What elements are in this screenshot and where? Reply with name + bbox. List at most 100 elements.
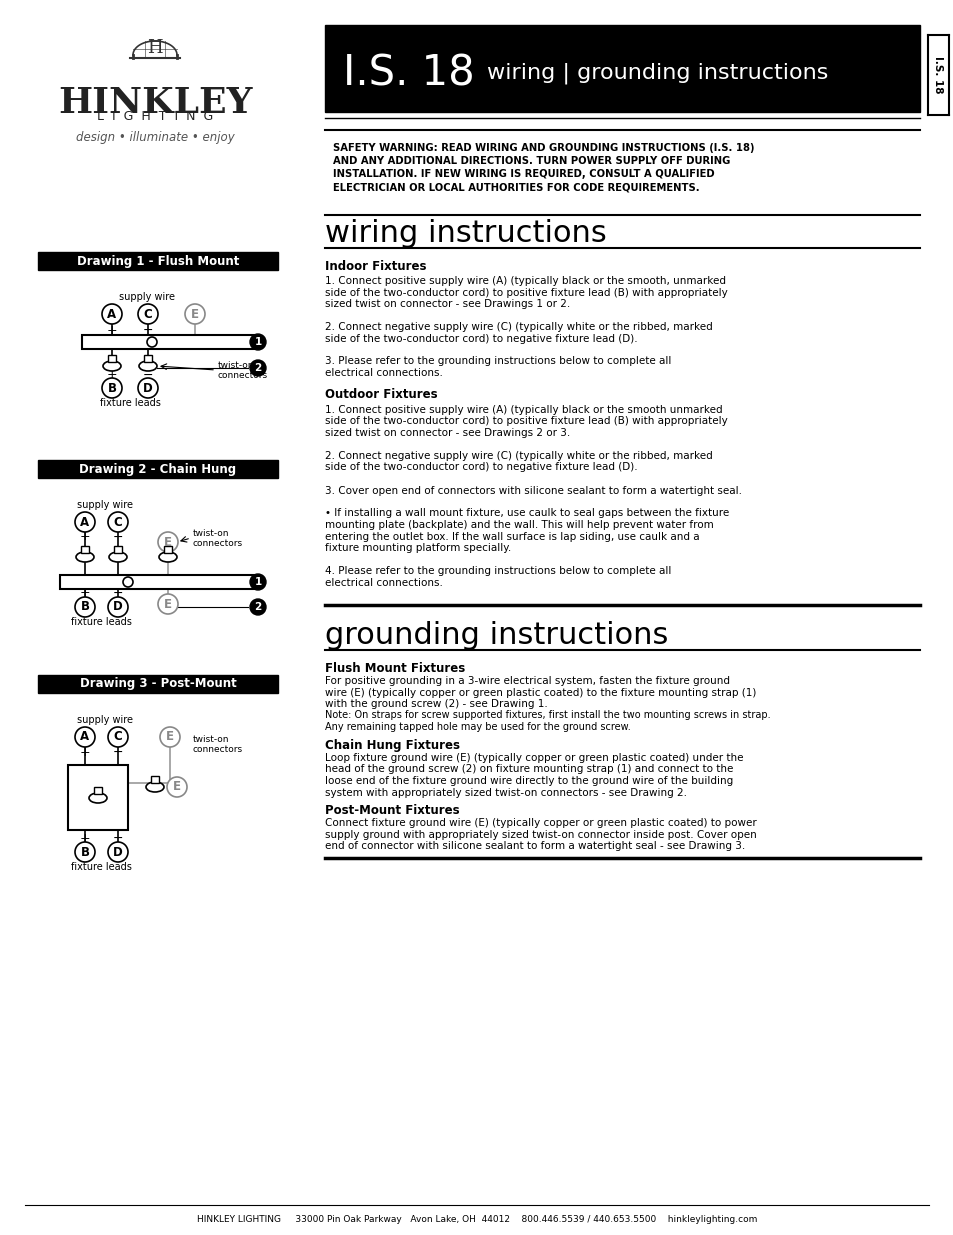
Circle shape [250,333,266,350]
Text: side of the two-conductor cord) to negative fixture lead (D).: side of the two-conductor cord) to negat… [325,462,637,473]
Circle shape [108,513,128,532]
Text: C: C [144,308,152,321]
Text: Loop fixture ground wire (E) (typically copper or green plastic coated) under th: Loop fixture ground wire (E) (typically … [325,753,742,763]
Text: D: D [113,600,123,614]
Text: loose end of the fixture ground wire directly to the ground wire of the building: loose end of the fixture ground wire dir… [325,776,733,785]
Text: with the ground screw (2) - see Drawing 1.: with the ground screw (2) - see Drawing … [325,699,547,709]
Text: Chain Hung Fixtures: Chain Hung Fixtures [325,739,459,752]
Text: B: B [108,382,116,394]
Circle shape [250,359,266,375]
Bar [108,354,116,362]
Ellipse shape [139,361,157,370]
Text: wire (E) (typically copper or green plastic coated) to the fixture mounting stra: wire (E) (typically copper or green plas… [325,688,756,698]
Text: side of the two-conductor cord) to positive fixture lead (B) with appropriately: side of the two-conductor cord) to posit… [325,288,727,298]
Bar [94,787,102,794]
Text: −: − [112,831,123,845]
Circle shape [108,842,128,862]
Bar [82,335,253,350]
Circle shape [167,777,187,797]
Text: I.S. 18: I.S. 18 [932,57,942,94]
Text: 1: 1 [254,577,261,587]
Ellipse shape [89,793,107,803]
Text: C: C [113,730,122,743]
Circle shape [108,727,128,747]
Text: system with appropriately sized twist-on connectors - see Drawing 2.: system with appropriately sized twist-on… [325,788,686,798]
Text: B: B [80,600,90,614]
Text: D: D [113,846,123,858]
Text: −: − [143,324,153,336]
Text: −: − [143,368,153,382]
Text: electrical connections.: electrical connections. [325,368,442,378]
Text: 1. Connect positive supply wire (A) (typically black or the smooth, unmarked: 1. Connect positive supply wire (A) (typ… [325,275,725,287]
Text: 3. Please refer to the grounding instructions below to complete all: 3. Please refer to the grounding instruc… [325,357,671,367]
Text: connectors: connectors [193,540,243,548]
Text: D: D [143,382,152,394]
Bar [144,354,152,362]
Text: mounting plate (backplate) and the wall. This will help prevent water from: mounting plate (backplate) and the wall.… [325,520,713,530]
Circle shape [158,594,178,614]
Text: For positive grounding in a 3-wire electrical system, fasten the fixture ground: For positive grounding in a 3-wire elect… [325,676,729,685]
Text: grounding instructions: grounding instructions [325,621,668,651]
Circle shape [108,597,128,618]
Text: side of the two-conductor cord) to positive fixture lead (B) with appropriately: side of the two-conductor cord) to posit… [325,416,727,426]
Text: fixture leads: fixture leads [99,398,160,408]
Text: Note: On straps for screw supported fixtures, first install the two mounting scr: Note: On straps for screw supported fixt… [325,710,770,720]
Circle shape [250,574,266,590]
Text: twist-on: twist-on [193,736,230,745]
Text: Post-Mount Fixtures: Post-Mount Fixtures [325,804,459,816]
Ellipse shape [146,782,164,792]
Text: supply wire: supply wire [77,715,132,725]
Text: E: E [164,536,172,548]
Text: wiring instructions: wiring instructions [325,220,606,248]
Text: ELECTRICIAN OR LOCAL AUTHORITIES FOR CODE REQUIREMENTS.: ELECTRICIAN OR LOCAL AUTHORITIES FOR COD… [333,182,699,191]
Text: Outdoor Fixtures: Outdoor Fixtures [325,389,437,401]
Text: sized twist on connector - see Drawings 2 or 3.: sized twist on connector - see Drawings … [325,429,570,438]
Text: AND ANY ADDITIONAL DIRECTIONS. TURN POWER SUPPLY OFF DURING: AND ANY ADDITIONAL DIRECTIONS. TURN POWE… [333,156,730,165]
Circle shape [138,378,158,398]
Text: C: C [113,515,122,529]
Text: HINKLEY: HINKLEY [58,86,252,120]
Text: I.S. 18: I.S. 18 [343,52,475,94]
Circle shape [250,599,266,615]
Bar [60,576,254,589]
Bar [38,252,277,270]
Text: +: + [80,831,91,845]
Bar [38,676,277,693]
Text: connectors: connectors [218,370,268,379]
Bar [68,764,128,830]
Bar [81,546,89,553]
Circle shape [102,378,122,398]
Text: 4. Please refer to the grounding instructions below to complete all: 4. Please refer to the grounding instruc… [325,566,671,576]
Text: +: + [107,324,117,336]
Text: +: + [80,587,91,599]
Text: wiring | grounding instructions: wiring | grounding instructions [486,62,827,84]
Bar [113,546,122,553]
Ellipse shape [76,552,94,562]
Text: twist-on: twist-on [193,530,230,538]
Text: INSTALLATION. IF NEW WIRING IS REQUIRED, CONSULT A QUALIFIED: INSTALLATION. IF NEW WIRING IS REQUIRED,… [333,169,714,179]
Text: A: A [108,308,116,321]
Text: sized twist on connector - see Drawings 1 or 2.: sized twist on connector - see Drawings … [325,299,570,309]
Text: 2: 2 [254,601,261,613]
Text: • If installing a wall mount fixture, use caulk to seal gaps between the fixture: • If installing a wall mount fixture, us… [325,509,728,519]
Text: Indoor Fixtures: Indoor Fixtures [325,261,426,273]
Text: connectors: connectors [193,746,243,755]
Text: A: A [80,515,90,529]
Text: fixture leads: fixture leads [71,618,132,627]
Circle shape [158,532,178,552]
Text: A: A [80,730,90,743]
Text: end of connector with silicone sealant to form a watertight seal - see Drawing 3: end of connector with silicone sealant t… [325,841,744,851]
Bar [151,776,159,783]
Text: E: E [172,781,181,794]
Text: Drawing 1 - Flush Mount: Drawing 1 - Flush Mount [77,254,239,268]
Text: +: + [80,531,91,543]
Text: 3. Cover open end of connectors with silicone sealant to form a watertight seal.: 3. Cover open end of connectors with sil… [325,485,741,495]
Text: E: E [191,308,199,321]
Ellipse shape [103,361,121,370]
Text: Drawing 2 - Chain Hung: Drawing 2 - Chain Hung [79,462,236,475]
Text: fixture mounting platform specially.: fixture mounting platform specially. [325,543,511,553]
Circle shape [75,513,95,532]
Circle shape [147,337,157,347]
Text: head of the ground screw (2) on fixture mounting strap (1) and connect to the: head of the ground screw (2) on fixture … [325,764,733,774]
Text: −: − [112,587,123,599]
